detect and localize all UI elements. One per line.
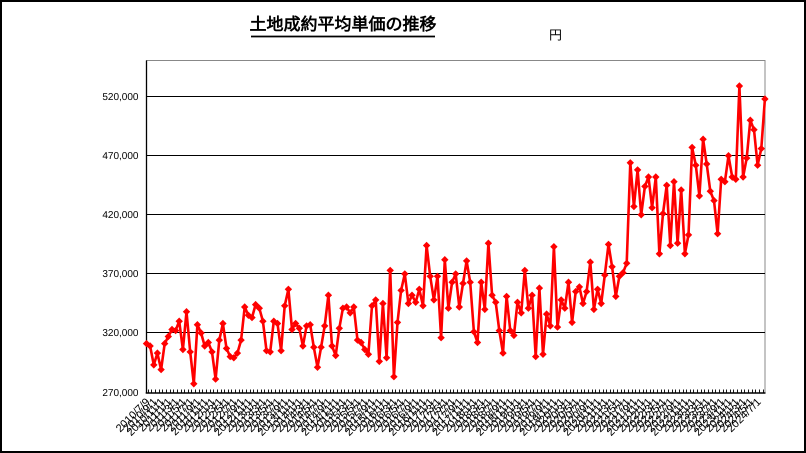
svg-text:420,000: 420,000 <box>102 210 139 221</box>
svg-text:520,000: 520,000 <box>102 92 139 103</box>
svg-text:円: 円 <box>549 28 562 43</box>
svg-text:320,000: 320,000 <box>102 328 139 339</box>
svg-text:370,000: 370,000 <box>102 269 139 280</box>
svg-text:470,000: 470,000 <box>102 151 139 162</box>
svg-text:270,000: 270,000 <box>102 388 139 399</box>
svg-text:土地成約平均単価の推移: 土地成約平均単価の推移 <box>250 15 437 34</box>
